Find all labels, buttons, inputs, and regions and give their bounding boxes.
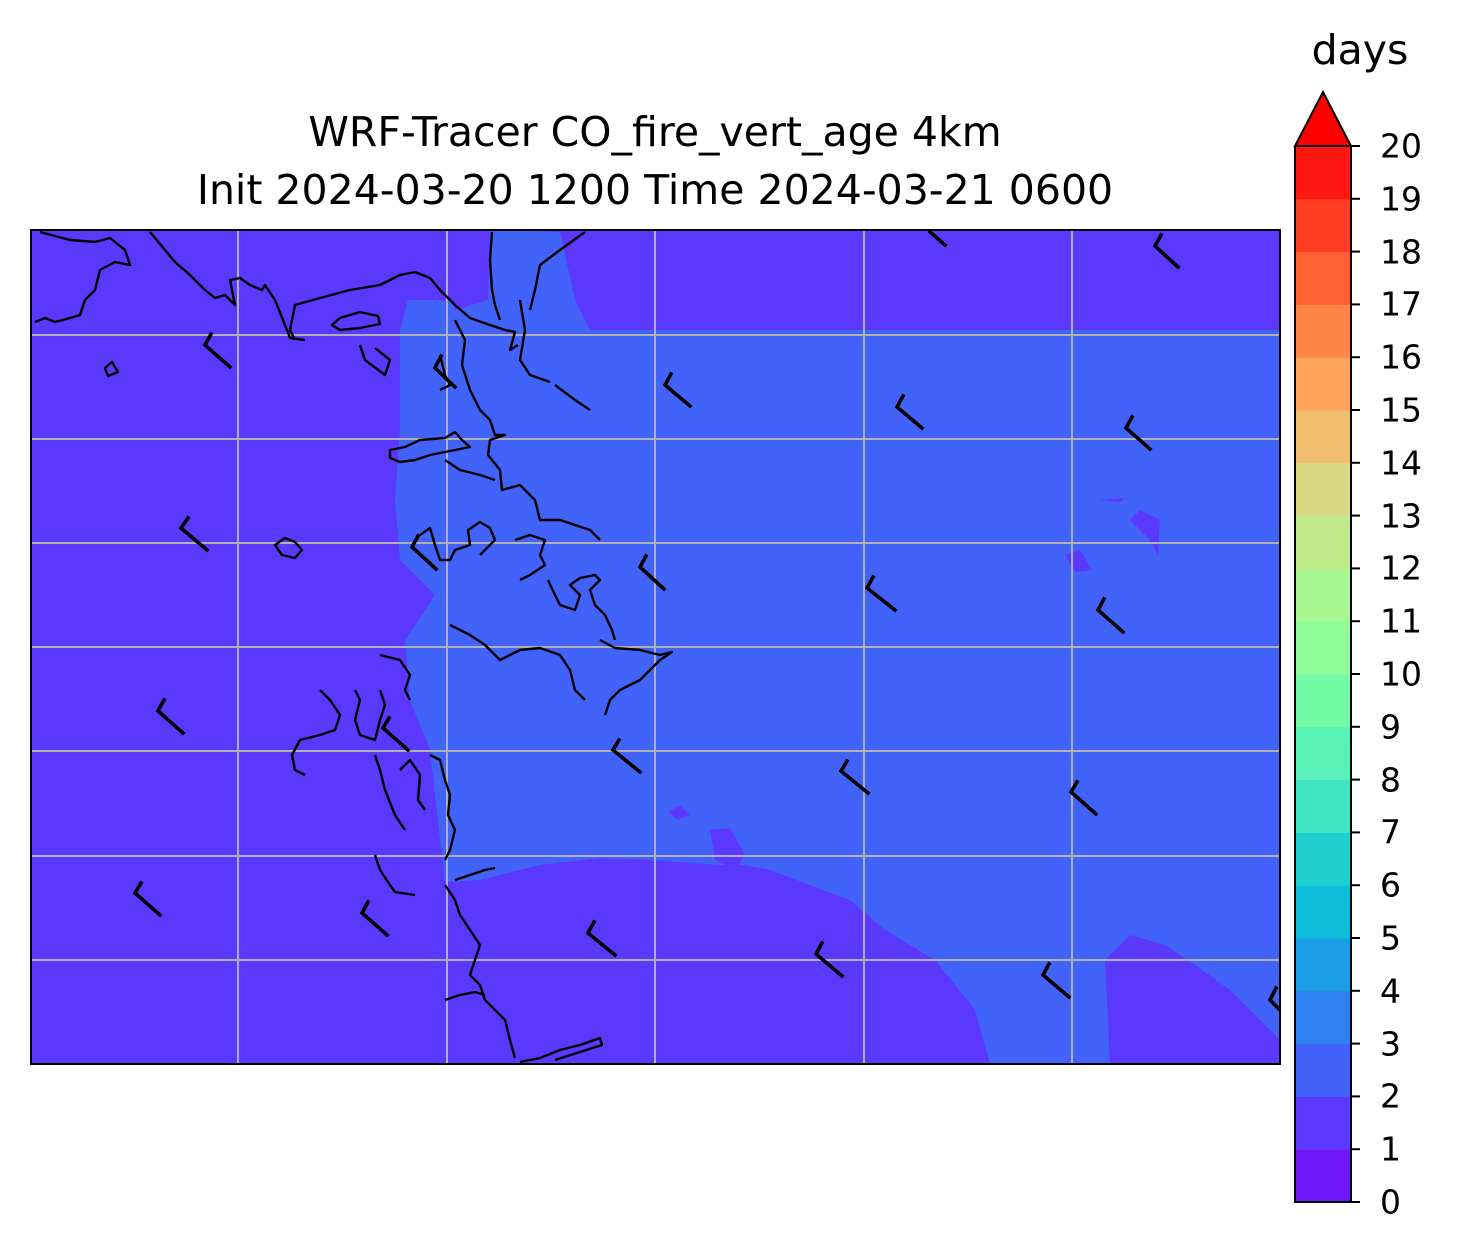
colorbar-extend-arrow (1293, 89, 1353, 147)
colorbar-band (1295, 198, 1351, 253)
colorbar-band (1295, 462, 1351, 517)
colorbar-tick-label: 3 (1380, 1024, 1401, 1064)
wind-barb (813, 940, 845, 979)
colorbar-tick-label: 4 (1380, 971, 1401, 1011)
wind-barb (585, 919, 618, 958)
colorbar-tick-label: 5 (1380, 918, 1401, 958)
colorbar-band (1295, 515, 1351, 569)
colorbar-band (1295, 726, 1351, 781)
wind-barb (610, 737, 643, 775)
colorbar-band (1295, 146, 1351, 200)
coastline (34, 230, 674, 1064)
wind-barbs (132, 230, 1280, 1013)
colorbar-tick-label: 10 (1380, 654, 1422, 694)
wind-barb (202, 331, 233, 370)
wind-barb (155, 697, 186, 736)
wind-barb (662, 371, 693, 409)
wind-barb (1152, 232, 1181, 270)
graticule (31, 230, 1280, 1064)
colorbar-tick-label: 6 (1380, 865, 1401, 905)
wind-barb (359, 899, 390, 938)
wind-barb (380, 715, 411, 753)
colorbar-bands (1295, 146, 1351, 1203)
colorbar-band (1295, 621, 1351, 675)
wind-barb (864, 574, 898, 613)
colorbar-band (1295, 779, 1351, 833)
colorbar-unit-label: days (1311, 26, 1409, 74)
wind-barb (1068, 779, 1099, 817)
wind-barb (1040, 961, 1072, 1000)
contour-region-lowright (1105, 935, 1280, 1064)
wind-barb (132, 880, 163, 918)
colorbar-tick-label: 14 (1380, 443, 1422, 483)
colorbar-tick-label: 11 (1380, 601, 1422, 641)
colorbar-band (1295, 357, 1351, 411)
wind-barb (1123, 414, 1153, 452)
colorbar-band (1295, 832, 1351, 886)
contour-region-patch-5 (1098, 498, 1125, 502)
colorbar-ticks (1351, 145, 1360, 1203)
colorbar-band (1295, 938, 1351, 992)
colorbar-tick-label: 16 (1380, 337, 1422, 377)
colorbar-tick-label: 17 (1380, 284, 1422, 324)
wind-barb (894, 393, 925, 431)
wind-barb (1267, 985, 1280, 1013)
colorbar-band (1295, 1149, 1351, 1203)
colorbar-band (1295, 990, 1351, 1045)
colorbar-tick-label: 1 (1380, 1129, 1401, 1169)
wind-barb (1095, 596, 1126, 635)
colorbar-tick-label: 8 (1380, 760, 1401, 800)
wind-barb (838, 758, 871, 796)
wind-barb (432, 353, 458, 390)
colorbar-tick-label: 15 (1380, 390, 1422, 430)
colorbar-tick-label: 7 (1380, 812, 1401, 852)
colorbar-band (1295, 1043, 1351, 1097)
map-frame (30, 229, 1281, 1065)
colorbar-band (1295, 1096, 1351, 1150)
colorbar-band (1295, 568, 1351, 622)
contour-region-patch-3 (710, 828, 745, 870)
wind-barb (637, 553, 667, 592)
colorbar-tick-label: 20 (1380, 126, 1422, 166)
colorbar-tick-label: 0 (1380, 1182, 1401, 1222)
colorbar-tick-label: 13 (1380, 496, 1422, 536)
map-title-line2: Init 2024-03-20 1200 Time 2024-03-21 060… (196, 166, 1114, 214)
colorbar-tick-label: 2 (1380, 1076, 1401, 1116)
colorbar-band (1295, 251, 1351, 305)
wind-barb (178, 515, 210, 553)
colorbar-band (1295, 304, 1351, 358)
colorbar-tick-label: 18 (1380, 232, 1422, 272)
wind-barb (409, 533, 439, 572)
colorbar-band (1295, 674, 1351, 728)
wind-barb (927, 230, 948, 248)
colorbar-tick-label: 12 (1380, 548, 1422, 588)
colorbar-tick-label: 19 (1380, 179, 1422, 219)
colorbar-band (1295, 885, 1351, 939)
colorbar-tick-label: 9 (1380, 707, 1401, 747)
contour-region-patch-4 (668, 805, 690, 820)
colorbar-band (1295, 410, 1351, 464)
map-title-line1: WRF-Tracer CO_fire_vert_age 4km (308, 108, 1002, 156)
